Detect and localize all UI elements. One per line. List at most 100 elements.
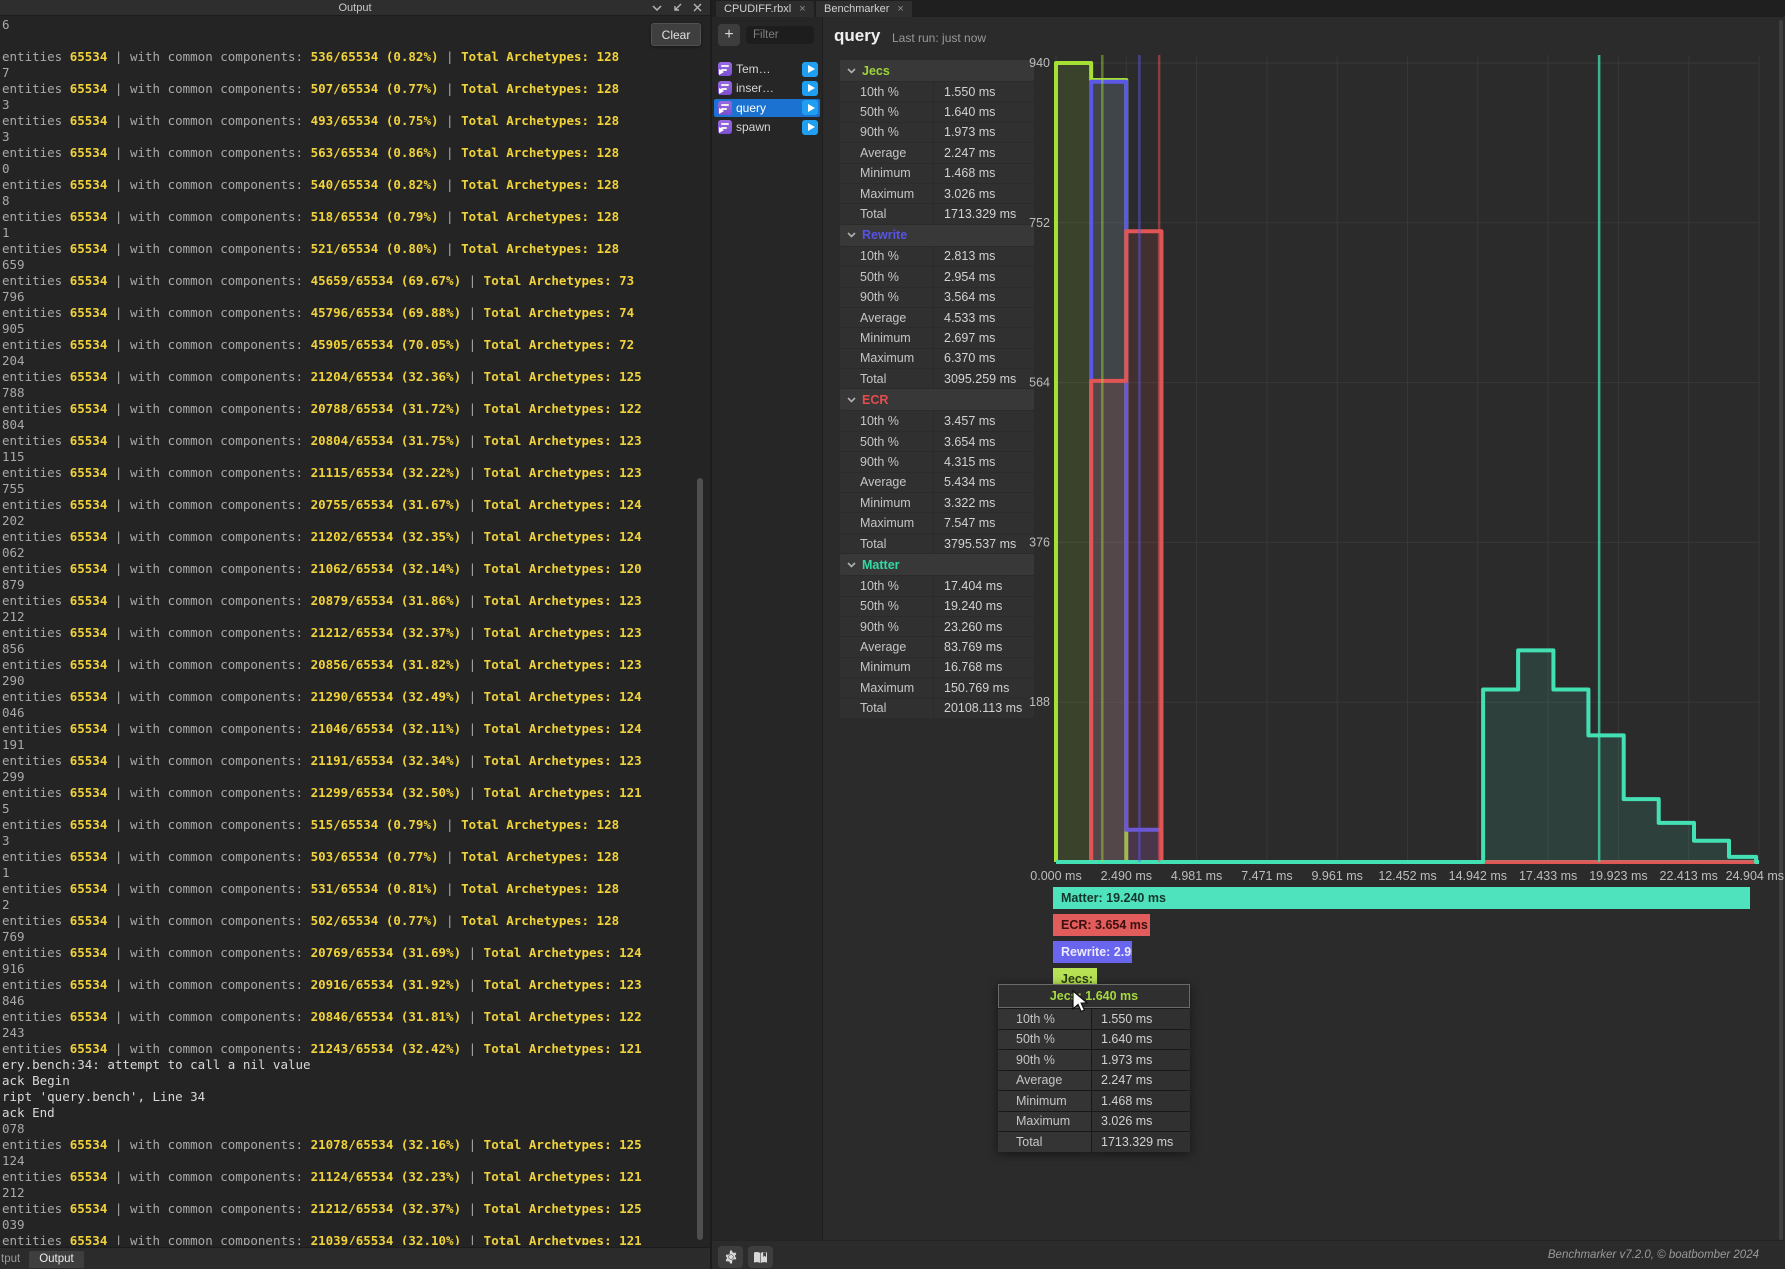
stats-row-label: 90th % xyxy=(840,287,933,307)
console-line: ript 'query.bench', Line 34 xyxy=(2,1089,206,1104)
last-run-status: Last run: just now xyxy=(892,31,987,45)
play-icon[interactable] xyxy=(802,119,818,135)
collapse-chevron-icon xyxy=(847,232,856,238)
tab-close-icon[interactable]: × xyxy=(897,3,904,15)
docs-button[interactable] xyxy=(748,1246,773,1268)
stats-row: 10th % 1.550 ms xyxy=(840,82,1034,102)
benchmarker-bottom-bar xyxy=(712,1240,1785,1269)
settings-button[interactable] xyxy=(718,1246,743,1268)
play-icon[interactable] xyxy=(802,61,818,77)
filter-input[interactable]: Filter xyxy=(746,26,814,44)
play-icon[interactable] xyxy=(802,80,818,96)
console-line: entities 65534 | with common components:… xyxy=(2,401,642,416)
output-scrollbar[interactable] xyxy=(697,478,703,1240)
console-line: 5 xyxy=(2,801,10,816)
stats-row-value: 17.404 ms xyxy=(934,576,1034,596)
console-line: 769 xyxy=(2,929,25,944)
dock-tab-clipped[interactable]: tput xyxy=(1,1253,21,1265)
stats-section-header-rewrite[interactable]: Rewrite xyxy=(840,224,1034,246)
gear-icon xyxy=(725,1250,736,1264)
console-line: 124 xyxy=(2,1153,25,1168)
console-line: entities 65534 | with common components:… xyxy=(2,849,620,864)
stats-row-value: 1.468 ms xyxy=(934,163,1034,183)
play-icon[interactable] xyxy=(802,100,818,116)
clear-button[interactable]: Clear xyxy=(651,23,701,46)
stats-row: Maximum 3.026 ms xyxy=(840,183,1034,204)
stats-row: 10th % 2.813 ms xyxy=(840,246,1034,267)
console-line: entities 65534 | with common components:… xyxy=(2,273,635,288)
close-icon[interactable] xyxy=(693,3,702,12)
stats-row: 50th % 2.954 ms xyxy=(840,267,1034,287)
float-window-icon[interactable] xyxy=(672,3,683,13)
tab-cpudiff-rbxl[interactable]: CPUDIFF.rbxl × xyxy=(716,1,814,17)
console-line: entities 65534 | with common components:… xyxy=(2,81,620,96)
dock-tab-output[interactable]: Output xyxy=(29,1250,84,1268)
range-bar-matter[interactable]: Matter: 19.240 ms xyxy=(1053,887,1750,909)
sidebar-item-Tem[interactable]: Tem… xyxy=(714,60,820,78)
console-line: 062 xyxy=(2,545,25,560)
stats-row-label: Total xyxy=(840,698,933,718)
range-bar-rewrite[interactable]: Rewrite: 2.954… xyxy=(1053,941,1132,963)
sidebar-item-query[interactable]: query xyxy=(714,98,820,117)
console-line: entities 65534 | with common components:… xyxy=(2,497,642,512)
tooltip-row-label: 90th % xyxy=(998,1050,1091,1070)
sidebar-item-label: query xyxy=(736,100,767,115)
console-line: entities 65534 | with common components:… xyxy=(2,689,642,704)
stats-row-value: 5.434 ms xyxy=(934,472,1034,493)
stats-row: Minimum 3.322 ms xyxy=(840,493,1034,513)
stats-row-value: 4.315 ms xyxy=(934,452,1034,472)
sidebar-item-label: Tem… xyxy=(736,62,771,76)
stats-row-value: 1.640 ms xyxy=(934,102,1034,122)
console-line: entities 65534 | with common components:… xyxy=(2,465,642,480)
stats-row-label: Average xyxy=(840,307,933,328)
output-console[interactable]: 6 entities 65534 | with common component… xyxy=(0,17,696,1245)
script-icon xyxy=(718,81,732,96)
stats-section-header-jecs[interactable]: Jecs xyxy=(840,60,1034,81)
stats-row-value: 3.026 ms xyxy=(934,183,1034,204)
tab-benchmarker[interactable]: Benchmarker × xyxy=(816,1,912,17)
console-line: entities 65534 | with common components:… xyxy=(2,625,642,640)
console-line: 2 xyxy=(2,897,10,912)
console-line: 755 xyxy=(2,481,25,496)
tooltip-row-label: 50th % xyxy=(998,1029,1091,1049)
console-line: entities 65534 | with common components:… xyxy=(2,657,642,672)
stats-row-value: 83.769 ms xyxy=(934,637,1034,657)
stats-section-name: ECR xyxy=(862,392,889,407)
stats-row-label: 50th % xyxy=(840,596,933,616)
stats-row: Maximum 7.547 ms xyxy=(840,513,1034,533)
chevron-down-icon[interactable] xyxy=(652,4,662,11)
sidebar-item-spawn[interactable]: spawn xyxy=(714,118,820,136)
stats-section-header-matter[interactable]: Matter xyxy=(840,554,1034,576)
stats-row-label: Maximum xyxy=(840,513,933,533)
console-line: 039 xyxy=(2,1217,25,1232)
console-line: 243 xyxy=(2,1025,25,1040)
stats-row-value: 2.697 ms xyxy=(934,328,1034,348)
console-line: entities 65534 | with common components:… xyxy=(2,945,642,960)
stats-row-label: 50th % xyxy=(840,431,933,452)
stats-row: 90th % 3.564 ms xyxy=(840,287,1034,307)
console-line: 1 xyxy=(2,865,10,880)
tab-close-icon[interactable]: × xyxy=(799,3,806,15)
console-line: entities 65534 | with common components:… xyxy=(2,49,620,64)
sidebar-item-inser[interactable]: inser… xyxy=(714,79,820,97)
benchmark-sidebar xyxy=(712,17,823,1240)
stats-row: Total 20108.113 ms xyxy=(840,698,1034,718)
benchmark-title: query xyxy=(834,26,881,45)
stats-row-value: 7.547 ms xyxy=(934,513,1034,533)
tooltip-row-value: 3.026 ms xyxy=(1092,1111,1190,1131)
console-line: 659 xyxy=(2,257,25,272)
script-icon xyxy=(718,100,732,115)
stats-row: Maximum 150.769 ms xyxy=(840,678,1034,698)
tooltip-row-value: 1.640 ms xyxy=(1092,1029,1190,1049)
console-line: 796 xyxy=(2,289,25,304)
tooltip-row: 10th % 1.550 ms xyxy=(998,1009,1190,1029)
range-bar-ecr[interactable]: ECR: 3.654 ms xyxy=(1053,914,1150,936)
stats-row: 10th % 3.457 ms xyxy=(840,411,1034,431)
console-line: entities 65534 | with common components:… xyxy=(2,1041,642,1056)
add-benchmark-button[interactable]: + xyxy=(718,24,740,46)
console-line: 3 xyxy=(2,833,10,848)
console-line xyxy=(2,33,696,49)
panel-right-scrollbar[interactable] xyxy=(1779,20,1783,1240)
stats-row: Average 5.434 ms xyxy=(840,472,1034,493)
stats-section-header-ecr[interactable]: ECR xyxy=(840,389,1034,411)
